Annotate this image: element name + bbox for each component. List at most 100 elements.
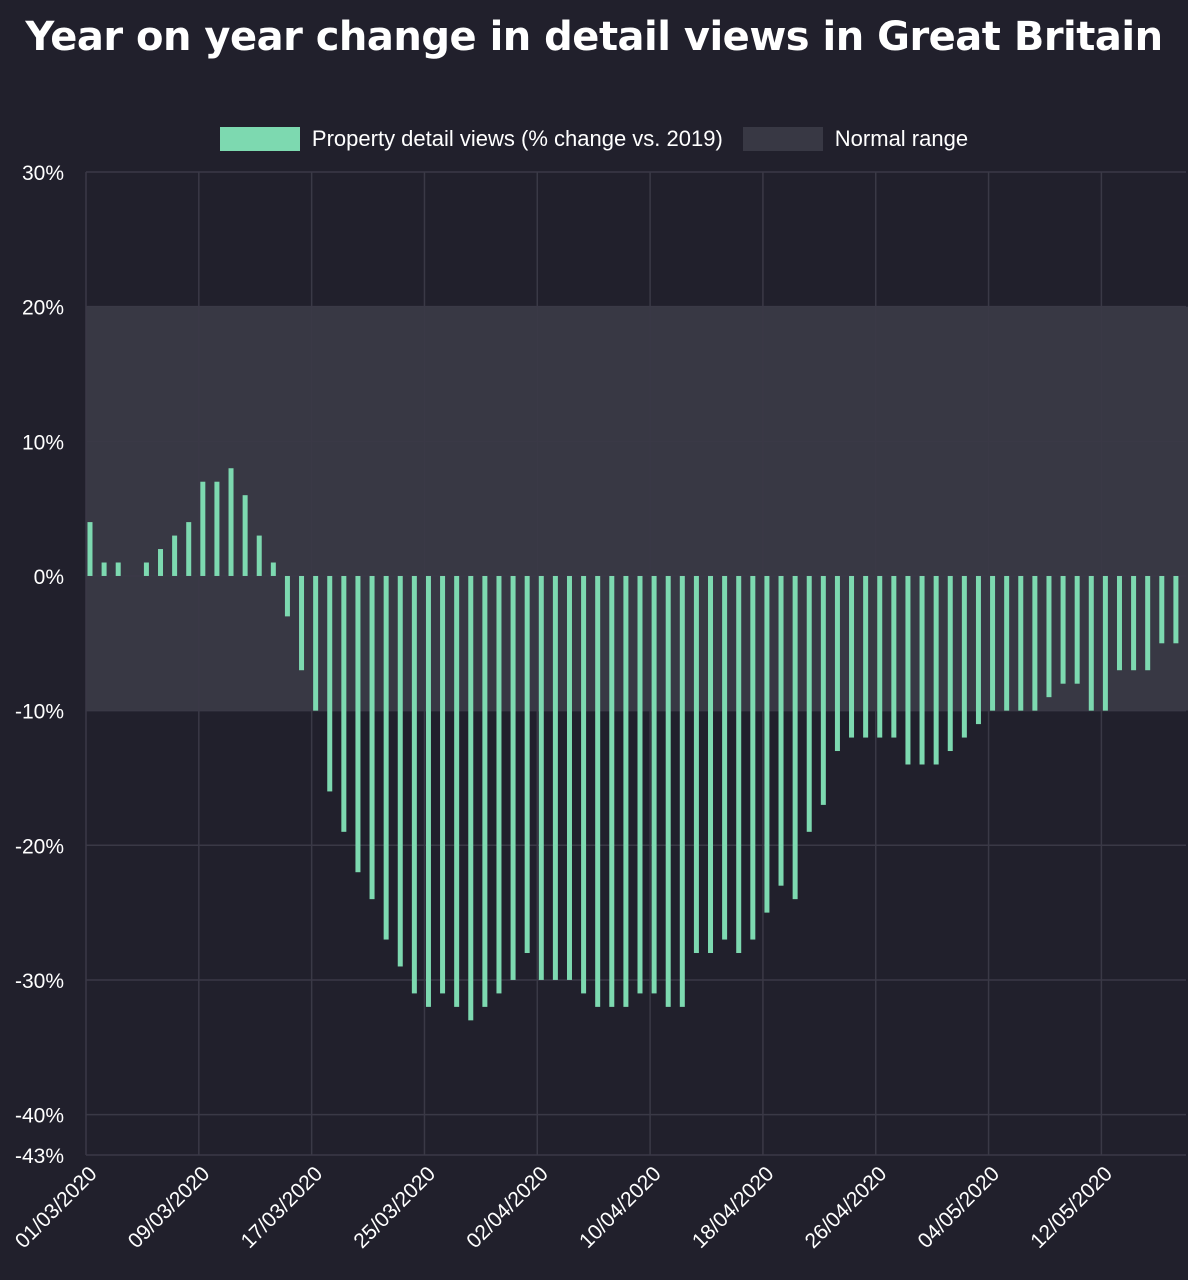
bar bbox=[242, 495, 248, 576]
bar bbox=[440, 575, 446, 994]
bar bbox=[722, 575, 728, 940]
bar bbox=[228, 468, 234, 576]
bar bbox=[665, 575, 671, 1007]
bar bbox=[482, 575, 488, 1007]
bar bbox=[538, 575, 544, 980]
x-tick-label: 02/04/2020 bbox=[462, 1162, 553, 1253]
bar bbox=[186, 522, 192, 576]
bar bbox=[820, 575, 826, 805]
bar bbox=[595, 575, 601, 1007]
bar bbox=[566, 575, 572, 980]
bar bbox=[623, 575, 629, 1007]
bar bbox=[581, 575, 587, 994]
bar bbox=[933, 575, 939, 765]
grid-layer bbox=[85, 171, 1186, 1156]
legend-swatch-normal-range bbox=[742, 127, 823, 151]
bar bbox=[299, 575, 305, 671]
x-tick-labels: 01/03/2020 09/03/2020 17/03/2020 25/03/2020… bbox=[11, 1162, 1117, 1253]
y-tick-labels: 30% 20% 10% 0% -10% -20% -30% -40% -43% bbox=[15, 162, 64, 1168]
bar bbox=[200, 481, 206, 576]
bar bbox=[863, 575, 869, 738]
bar bbox=[355, 575, 361, 873]
bar bbox=[284, 575, 290, 617]
y-tick-label: 20% bbox=[22, 297, 64, 320]
bar bbox=[609, 575, 615, 1007]
bar bbox=[454, 575, 460, 1007]
y-tick-label: -43% bbox=[15, 1145, 64, 1168]
bar bbox=[313, 575, 319, 711]
y-tick-label: -30% bbox=[15, 970, 64, 993]
bar bbox=[990, 575, 996, 711]
x-tick-label: 09/03/2020 bbox=[124, 1162, 215, 1253]
bar bbox=[637, 575, 643, 994]
bar bbox=[1018, 575, 1024, 711]
bar bbox=[1004, 575, 1010, 711]
legend: Property detail views (% change vs. 2019… bbox=[0, 126, 1188, 152]
bar bbox=[552, 575, 558, 980]
bar bbox=[341, 575, 347, 832]
legend-item-normal-range[interactable]: Normal range bbox=[742, 126, 969, 152]
bar bbox=[87, 522, 93, 576]
bar bbox=[947, 575, 953, 752]
bar bbox=[397, 575, 403, 967]
bar bbox=[975, 575, 981, 725]
bar bbox=[468, 575, 474, 1021]
bar bbox=[496, 575, 502, 994]
y-tick-label: 0% bbox=[34, 566, 64, 589]
bar bbox=[383, 575, 389, 940]
y-tick-label: 10% bbox=[22, 431, 64, 454]
bar bbox=[693, 575, 699, 954]
bar bbox=[679, 575, 685, 1007]
bar bbox=[1159, 575, 1165, 644]
x-tick-label: 26/04/2020 bbox=[801, 1162, 892, 1253]
bar bbox=[327, 575, 333, 792]
bar bbox=[651, 575, 657, 994]
chart-title: Year on year change in detail views in G… bbox=[25, 14, 1163, 60]
bar bbox=[1060, 575, 1066, 684]
bar bbox=[172, 535, 178, 576]
legend-label-normal-range: Normal range bbox=[834, 126, 969, 151]
bar bbox=[101, 562, 107, 576]
bar bbox=[1116, 575, 1122, 671]
bar bbox=[778, 575, 784, 886]
y-tick-label: 30% bbox=[22, 162, 64, 185]
y-tick-label: -10% bbox=[15, 701, 64, 724]
bar bbox=[1046, 575, 1052, 698]
bar bbox=[411, 575, 417, 994]
x-tick-label: 12/05/2020 bbox=[1026, 1162, 1117, 1253]
bar bbox=[961, 575, 967, 738]
bar bbox=[214, 481, 220, 576]
bar bbox=[905, 575, 911, 765]
bar bbox=[1131, 575, 1137, 671]
x-tick-label: 18/04/2020 bbox=[688, 1162, 779, 1253]
y-tick-label: -40% bbox=[15, 1105, 64, 1128]
bar bbox=[708, 575, 714, 954]
bar bbox=[1102, 575, 1108, 711]
bar bbox=[270, 562, 276, 576]
bar bbox=[750, 575, 756, 940]
legend-item-detail-views[interactable]: Property detail views (% change vs. 2019… bbox=[219, 126, 723, 152]
bar bbox=[1074, 575, 1080, 684]
bar bbox=[1088, 575, 1094, 711]
x-tick-label: 17/03/2020 bbox=[237, 1162, 328, 1253]
x-tick-label: 01/03/2020 bbox=[11, 1162, 102, 1253]
bar bbox=[1145, 575, 1151, 671]
y-tick-label: -20% bbox=[15, 835, 64, 858]
legend-swatch-detail-views bbox=[219, 127, 300, 151]
bar bbox=[158, 549, 164, 576]
bar bbox=[256, 535, 262, 576]
bar bbox=[369, 575, 375, 900]
x-tick-label: 25/03/2020 bbox=[349, 1162, 440, 1253]
bar bbox=[806, 575, 812, 832]
bar bbox=[834, 575, 840, 752]
bar bbox=[1173, 575, 1179, 644]
bar bbox=[736, 575, 742, 954]
bar bbox=[1032, 575, 1038, 711]
bar bbox=[425, 575, 431, 1007]
bar bbox=[524, 575, 530, 954]
bar bbox=[919, 575, 925, 765]
x-tick-label: 04/05/2020 bbox=[914, 1162, 1005, 1253]
bar bbox=[510, 575, 516, 980]
